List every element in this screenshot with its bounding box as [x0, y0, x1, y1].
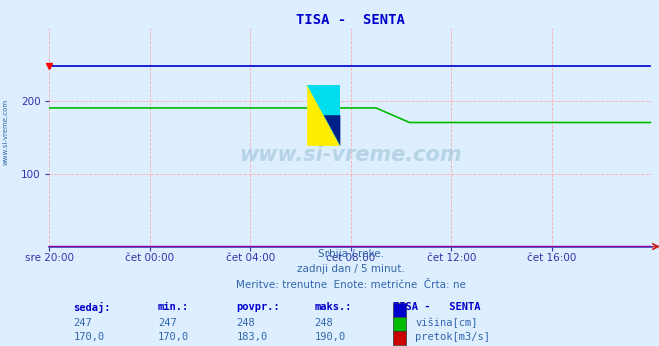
Text: Meritve: trenutne  Enote: metrične  Črta: ne: Meritve: trenutne Enote: metrične Črta: …: [236, 280, 466, 290]
Text: 248: 248: [315, 318, 333, 328]
Text: sedaj:: sedaj:: [74, 302, 111, 313]
Text: 183,0: 183,0: [237, 332, 268, 342]
Text: zadnji dan / 5 minut.: zadnji dan / 5 minut.: [297, 264, 405, 274]
Text: višina[cm]: višina[cm]: [415, 318, 478, 329]
Text: pretok[m3/s]: pretok[m3/s]: [415, 332, 490, 342]
Polygon shape: [307, 84, 340, 146]
Title: TISA -  SENTA: TISA - SENTA: [297, 12, 405, 27]
Text: maks.:: maks.:: [315, 302, 353, 312]
Text: www.si-vreme.com: www.si-vreme.com: [240, 145, 462, 165]
Polygon shape: [324, 115, 340, 146]
Text: www.si-vreme.com: www.si-vreme.com: [2, 98, 9, 165]
Text: 247: 247: [158, 318, 177, 328]
Polygon shape: [307, 84, 340, 146]
Bar: [393, 331, 406, 345]
Text: 190,0: 190,0: [315, 332, 346, 342]
Bar: [393, 317, 406, 331]
Text: 247: 247: [74, 318, 92, 328]
Text: 170,0: 170,0: [74, 332, 105, 342]
Text: TISA -   SENTA: TISA - SENTA: [393, 302, 480, 312]
Bar: [393, 303, 406, 317]
Text: min.:: min.:: [158, 302, 189, 312]
Text: povpr.:: povpr.:: [237, 302, 280, 312]
Text: 248: 248: [237, 318, 255, 328]
Text: 170,0: 170,0: [158, 332, 189, 342]
Text: Srbija / reke.: Srbija / reke.: [318, 248, 384, 258]
